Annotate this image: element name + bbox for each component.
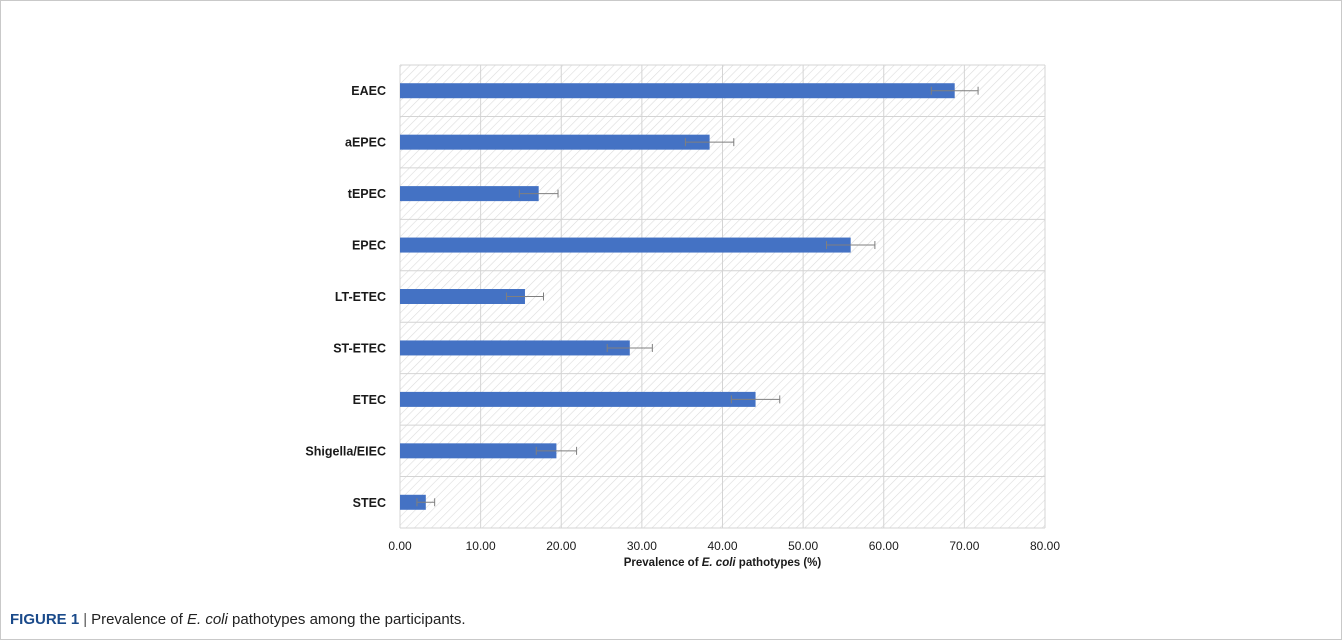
category-label-st-etec: ST-ETEC [333,341,386,355]
x-tick-label-1: 10.00 [466,539,496,553]
category-label-aepec: aEPEC [345,136,386,150]
bar-eaec [400,83,955,99]
bar-shigella-eiec [400,443,557,459]
error-bar-stec [416,498,436,507]
error-bar-eaec [930,86,979,95]
x-tick-label-4: 40.00 [707,539,737,553]
x-axis-label: Prevalence of E. coli pathotypes (%) [624,557,822,569]
error-bar-aepec [684,138,735,147]
error-bar-st-etec [606,343,653,352]
caption-text-italic: E. coli [186,611,228,628]
bar-st-etec [400,340,630,356]
caption-separator: | [83,611,88,628]
error-bar-lt-etec [505,292,545,301]
category-label-lt-etec: LT-ETEC [335,290,386,304]
x-tick-label-8: 80.00 [1030,539,1060,553]
bar-etec [400,391,756,407]
figure-label: FIGURE 1 [10,611,80,628]
error-bar-tepec [518,189,559,198]
error-bar-epec [826,241,876,250]
category-labels: EAEC aEPEC tEPEC EPEC LT-ETEC ST-ETEC ETEC Shig… [305,84,386,510]
x-tick-label-6: 60.00 [869,539,899,553]
figure-caption: FIGURE 1 | Prevalence of E. coli pathotype… [10,611,466,628]
bar-lt-etec [400,289,525,304]
category-label-eaec: EAEC [351,84,386,98]
bar-chart: EAEC aEPEC tEPEC EPEC LT-ETEC ST-ETEC ETEC Shig… [305,64,1060,569]
bar-tepec [400,186,539,202]
x-tick-labels: 0.00 10.00 20.00 30.00 40.00 50.00 60.00 70.00 8… [388,539,1060,553]
bars [400,83,979,510]
x-tick-label-5: 50.00 [788,539,818,553]
bar-aepec [400,134,710,150]
error-bar-etec [730,395,781,404]
x-tick-label-7: 70.00 [949,539,979,553]
bar-epec [400,237,851,253]
caption-text-after: pathotypes among the participants. [227,611,466,628]
x-tick-label-3: 30.00 [627,539,657,553]
bar-stec [400,494,426,510]
caption-text-before: Prevalence of [91,611,187,628]
category-label-etec: ETEC [353,393,386,407]
error-bar-shigella-eiec [535,446,578,455]
category-label-tepec: tEPEC [348,187,386,201]
category-label-shigella-eiec: Shigella/EIEC [305,444,386,458]
category-label-stec: STEC [353,496,386,510]
category-label-epec: EPEC [352,239,386,253]
x-tick-label-2: 20.00 [546,539,576,553]
x-tick-label-0: 0.00 [388,539,412,553]
